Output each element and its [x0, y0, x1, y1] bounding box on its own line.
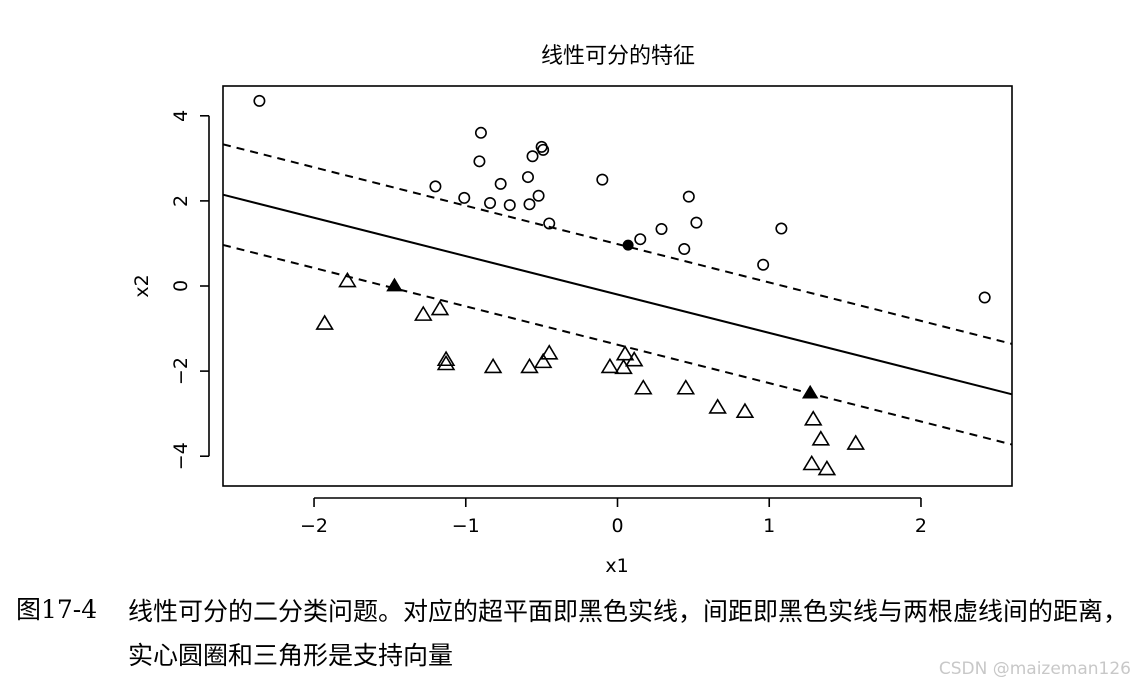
circle-point	[690, 216, 703, 229]
circle-point	[655, 222, 668, 235]
triangle-point	[846, 434, 866, 450]
circle-point	[537, 143, 550, 156]
circle-point	[503, 199, 516, 212]
triangle-point	[315, 314, 334, 330]
circle-point	[526, 150, 539, 163]
triangle-point	[676, 379, 696, 395]
margin-dashed-line-upper	[222, 143, 1013, 345]
circle-point	[429, 180, 442, 193]
circle-point	[757, 258, 770, 271]
triangle-point	[600, 357, 620, 374]
triangle-point	[708, 398, 727, 414]
y-tick-label: 2	[170, 195, 192, 207]
triangle-point	[803, 410, 823, 426]
triangle-point	[338, 271, 357, 288]
triangle-point	[624, 350, 644, 367]
circle-point	[253, 94, 266, 107]
circle-point	[543, 217, 556, 230]
circle-point	[474, 126, 487, 139]
y-axis-label: x2	[131, 274, 153, 297]
triangle-point	[811, 430, 831, 446]
support-vector-circle	[622, 239, 634, 251]
scatter-chart: 线性可分的特征 −2 −1 0 1 2 −4 −2 0 2 4 x1 x2	[131, 44, 1013, 577]
x-axis-label: x1	[605, 555, 628, 577]
circle-point	[521, 171, 534, 184]
circle-point	[634, 233, 647, 246]
x-tick-label: −1	[452, 515, 480, 537]
circle-point	[978, 291, 991, 304]
circle-point	[775, 222, 788, 235]
circle-point	[596, 173, 609, 186]
circle-point	[484, 197, 497, 210]
triangle-point	[802, 454, 822, 471]
x-tick-label: −2	[300, 515, 328, 537]
support-vector-triangle	[386, 277, 403, 292]
triangle-point	[615, 345, 635, 361]
circle-point	[678, 242, 691, 255]
circle-point	[523, 198, 536, 211]
triangle-point	[533, 352, 553, 369]
x-tick-label: 2	[915, 515, 927, 537]
triangle-point	[735, 402, 755, 418]
y-tick-label: 0	[170, 280, 192, 292]
y-tick-label: −4	[170, 442, 192, 470]
triangle-point	[483, 357, 503, 374]
triangle-point	[614, 358, 633, 375]
x-tick-label: 0	[611, 515, 623, 537]
circle-point	[532, 189, 545, 202]
caption-label: 图17-4	[16, 595, 98, 624]
triangle-point	[436, 350, 456, 367]
y-tick-label: 4	[170, 110, 192, 122]
triangle-point	[817, 459, 837, 476]
triangle-point	[634, 379, 653, 395]
hyperplane-solid-line	[222, 193, 1013, 396]
caption-text: 线性可分的二分类问题。对应的超平面即黑色实线，间距即黑色实线与两根虚线间的距离，…	[128, 597, 1129, 670]
triangle-point	[520, 357, 539, 374]
margin-dashed-line-lower	[222, 243, 1013, 446]
support-vector-triangle	[801, 384, 819, 399]
circle-point	[682, 190, 695, 203]
y-tick-label: −2	[170, 357, 192, 385]
triangle-point	[436, 354, 456, 371]
triangle-point	[539, 344, 559, 360]
triangle-point	[430, 299, 450, 316]
x-tick-label: 1	[763, 515, 775, 537]
chart-title: 线性可分的特征	[541, 44, 695, 69]
circle-point	[458, 191, 471, 204]
plot-frame	[222, 85, 1013, 487]
circle-point	[473, 155, 486, 168]
triangle-point	[413, 305, 433, 321]
circle-point	[494, 177, 507, 190]
watermark: CSDN @maizeman126	[938, 659, 1131, 679]
